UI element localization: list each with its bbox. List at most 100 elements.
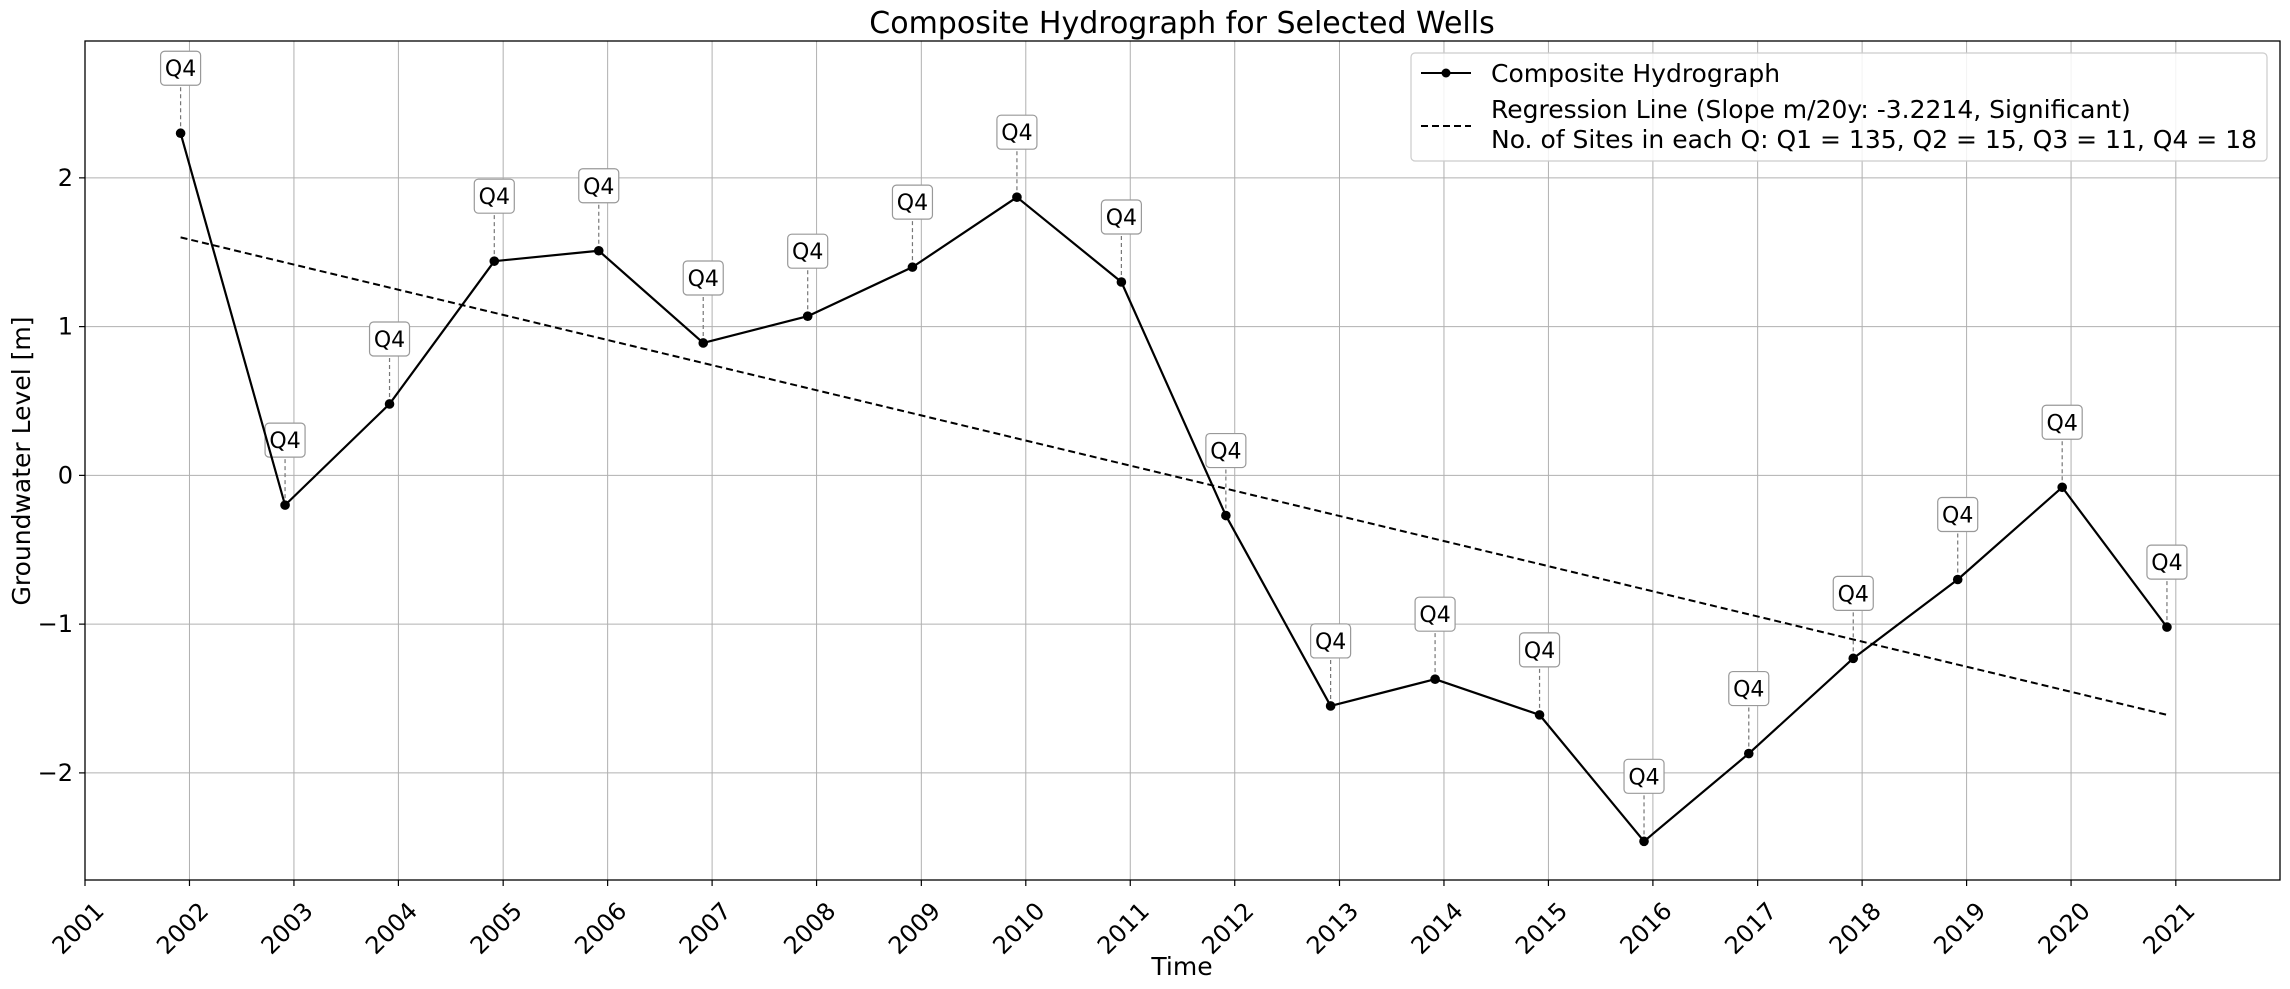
hydrograph-point — [384, 399, 395, 409]
x-tick-label: 2015 — [1510, 897, 1573, 960]
annotation-label: Q4 — [583, 175, 614, 200]
hydrograph-point — [802, 311, 813, 322]
annotation-box — [2146, 544, 2188, 580]
annotation-box — [1518, 632, 1561, 668]
annotation-label: Q4 — [1942, 504, 1973, 529]
annotation-box — [891, 184, 934, 220]
hydrograph-point — [1012, 192, 1022, 202]
regression-layer — [180, 236, 2168, 716]
annotation-box — [2041, 404, 2083, 440]
annotation-label: Q4 — [2151, 551, 2182, 576]
grid-layer — [84, 41, 2280, 880]
annotation-box — [1832, 575, 1874, 611]
annotation-label: Q4 — [269, 429, 300, 454]
x-tick-label: 2019 — [1928, 897, 1991, 960]
x-axis-label: Time — [1150, 952, 1212, 981]
y-tick-label: −1 — [38, 610, 73, 638]
x-tick-label: 2018 — [1824, 897, 1887, 960]
annotation-box — [159, 50, 202, 86]
annotation-label: Q4 — [897, 191, 928, 216]
hydrograph-point — [1952, 574, 1963, 585]
hydrograph-point — [1430, 674, 1440, 684]
hydrograph-point — [1534, 710, 1545, 720]
annotation-box — [264, 422, 306, 458]
hydrograph-point — [593, 245, 604, 256]
x-tick-label: 2014 — [1406, 897, 1469, 960]
annotation-label: Q4 — [1733, 678, 1764, 703]
x-tick-label: 2006 — [569, 897, 632, 960]
y-axis-ticks: −2 −1 0 1 2 — [38, 164, 85, 787]
annotation-label: Q4 — [1106, 206, 1137, 231]
hydrograph-point — [1639, 836, 1649, 847]
annotation-label: Q4 — [165, 57, 196, 82]
annotation-label: Q4 — [1838, 582, 1869, 607]
annotation-label: Q4 — [374, 328, 405, 353]
hydrograph-point — [1116, 277, 1127, 287]
annotation-box — [1728, 670, 1770, 707]
hydrograph-point — [1221, 510, 1231, 521]
hydrograph-point — [698, 338, 709, 348]
x-tick-label: 2010 — [987, 897, 1050, 960]
annotation-label: Q4 — [1419, 603, 1450, 628]
annotation-label: Q4 — [1001, 121, 1032, 146]
legend-hydrograph-label: Composite Hydrograph — [1491, 59, 1780, 88]
x-tick-label: 2016 — [1615, 897, 1678, 960]
plot-frame — [84, 40, 2281, 881]
x-axis-ticks: 2001 2002 2003 2004 2005 2006 2007 2008 2009 2010… — [47, 880, 2201, 960]
hydrograph-point — [489, 256, 500, 266]
y-tick-label: 2 — [58, 164, 73, 192]
x-tick-label: 2020 — [2033, 897, 2096, 960]
hydrograph-point — [2162, 622, 2172, 632]
annotation-box — [1205, 432, 1247, 469]
annotation-label: Q4 — [1315, 630, 1346, 655]
x-tick-label: 2002 — [151, 897, 214, 960]
annotation-box — [1414, 596, 1456, 632]
y-tick-label: 0 — [58, 461, 73, 489]
y-tick-label: 1 — [58, 313, 73, 341]
annotation-label: Q4 — [1210, 440, 1241, 465]
x-tick-label: 2005 — [465, 897, 528, 960]
annotation-box — [368, 321, 411, 357]
annotation-label: Q4 — [792, 240, 823, 265]
hydrograph-point — [175, 128, 186, 139]
annotation-box — [1100, 199, 1142, 235]
legend-box — [1410, 52, 2268, 162]
hydrograph-line — [179, 132, 2168, 843]
annotation-layer: Q4 Q4 Q4 Q4 Q4 Q4 Q4 Q4 Q4 Q4 Q4 Q4 Q4 Q4 Q4 Q4 Q4 Q4 Q4 Q4 — [159, 50, 2188, 842]
regression-line — [180, 236, 2168, 716]
annotation-label: Q4 — [479, 185, 510, 210]
hydrograph-point — [907, 262, 918, 272]
x-tick-label: 2001 — [47, 897, 110, 960]
annotation-box — [1937, 496, 1979, 533]
annotation-box — [1310, 623, 1352, 659]
annotation-box — [682, 260, 724, 296]
annotation-box — [996, 114, 1038, 150]
x-tick-label: 2004 — [360, 897, 423, 960]
annotation-label: Q4 — [1524, 639, 1555, 664]
hydrograph-point — [2057, 482, 2067, 493]
series-layer — [175, 128, 2172, 847]
hydrograph-point — [280, 500, 290, 510]
x-tick-label: 2012 — [1196, 897, 1259, 960]
hydrograph-point — [1848, 653, 1859, 664]
hydrograph-point — [1325, 701, 1336, 711]
annotation-box — [473, 178, 515, 214]
x-tick-label: 2021 — [2138, 897, 2201, 960]
hydrograph-point — [1743, 748, 1754, 759]
chart-title: Composite Hydrograph for Selected Wells — [869, 6, 1494, 41]
annotation-box — [1623, 758, 1665, 794]
x-tick-label: 2017 — [1719, 897, 1782, 960]
legend-hydrograph-marker — [1441, 68, 1451, 78]
annotation-label: Q4 — [1628, 765, 1659, 790]
y-axis-label: Groundwater Level [m] — [7, 317, 36, 606]
legend: Composite Hydrograph Regression Line (Sl… — [1410, 52, 2268, 162]
annotation-label: Q4 — [688, 267, 719, 292]
x-tick-label: 2007 — [674, 897, 737, 960]
x-tick-label: 2003 — [256, 897, 319, 960]
legend-regression-label: Regression Line (Slope m/20y: -3.2214, S… — [1491, 95, 2131, 124]
y-tick-label: −2 — [38, 759, 73, 787]
annotation-label: Q4 — [2047, 411, 2078, 436]
x-tick-label: 2011 — [1092, 897, 1155, 960]
x-tick-label: 2009 — [883, 897, 946, 960]
